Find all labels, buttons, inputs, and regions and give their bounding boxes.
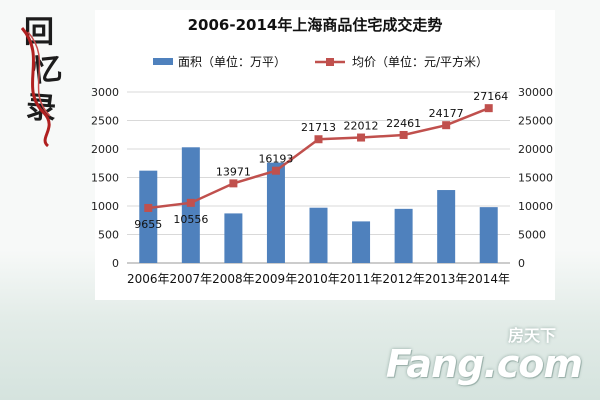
y-right-tick-label: 10000	[518, 200, 553, 213]
logo-brush-ribbon	[20, 27, 51, 148]
data-label: 22461	[386, 117, 421, 130]
x-tick-label: 2008年	[212, 272, 255, 286]
data-label: 24177	[429, 107, 464, 120]
data-label: 10556	[173, 213, 208, 226]
x-tick-label: 2014年	[467, 272, 510, 286]
watermark-main-text: Fang.com	[385, 342, 583, 386]
x-tick-label: 2009年	[255, 272, 298, 286]
y-right-tick-label: 15000	[518, 172, 553, 185]
x-tick-label: 2007年	[170, 272, 213, 286]
line-point	[271, 166, 280, 175]
data-label: 9655	[134, 218, 162, 231]
x-tick-label: 2011年	[340, 272, 383, 286]
y-left-tick-label: 500	[98, 229, 119, 242]
bar	[139, 170, 158, 263]
x-tick-label: 2013年	[425, 272, 468, 286]
x-tick-label: 2012年	[382, 272, 425, 286]
bar	[479, 207, 498, 263]
legend-line-marker	[326, 58, 334, 66]
data-label: 22012	[344, 120, 379, 133]
line-point	[314, 135, 323, 144]
line-point	[229, 179, 238, 188]
line-point	[399, 130, 408, 139]
line-point	[144, 203, 153, 212]
y-right-tick-label: 30000	[518, 86, 553, 99]
y-right-tick-label: 25000	[518, 115, 553, 128]
logo: 回 忆 录	[18, 18, 76, 148]
line-point	[442, 121, 451, 130]
line-point	[484, 104, 493, 113]
data-label: 21713	[301, 121, 336, 134]
bar	[309, 207, 328, 263]
line-point	[357, 133, 366, 142]
y-left-tick-label: 2500	[91, 115, 119, 128]
y-right-tick-label: 5000	[518, 229, 546, 242]
legend-bar-swatch	[153, 58, 173, 65]
y-left-tick-label: 3000	[91, 86, 119, 99]
bar	[437, 190, 456, 263]
y-left-tick-label: 1000	[91, 200, 119, 213]
bar	[352, 221, 371, 263]
data-label: 16193	[258, 153, 293, 166]
y-right-tick-label: 0	[518, 257, 525, 270]
x-tick-label: 2006年	[127, 272, 170, 286]
x-tick-label: 2010年	[297, 272, 340, 286]
data-label: 13971	[216, 165, 251, 178]
y-right-tick-label: 20000	[518, 143, 553, 156]
bar	[224, 213, 243, 263]
legend-line-label: 均价（单位：元/平方米）	[352, 54, 488, 69]
bar	[266, 162, 285, 263]
y-left-tick-label: 0	[112, 257, 119, 270]
watermark: 房天下 Fang.com	[382, 322, 583, 386]
bar	[394, 208, 413, 263]
y-left-tick-label: 2000	[91, 143, 119, 156]
legend-bar-label: 面积（单位：万平）	[178, 54, 286, 69]
watermark-small-text: 房天下	[507, 326, 556, 345]
line-point	[186, 198, 195, 207]
y-left-tick-label: 1500	[91, 172, 119, 185]
chart-title: 2006-2014年上海商品住宅成交走势	[187, 16, 443, 34]
data-label: 27164	[473, 90, 508, 103]
